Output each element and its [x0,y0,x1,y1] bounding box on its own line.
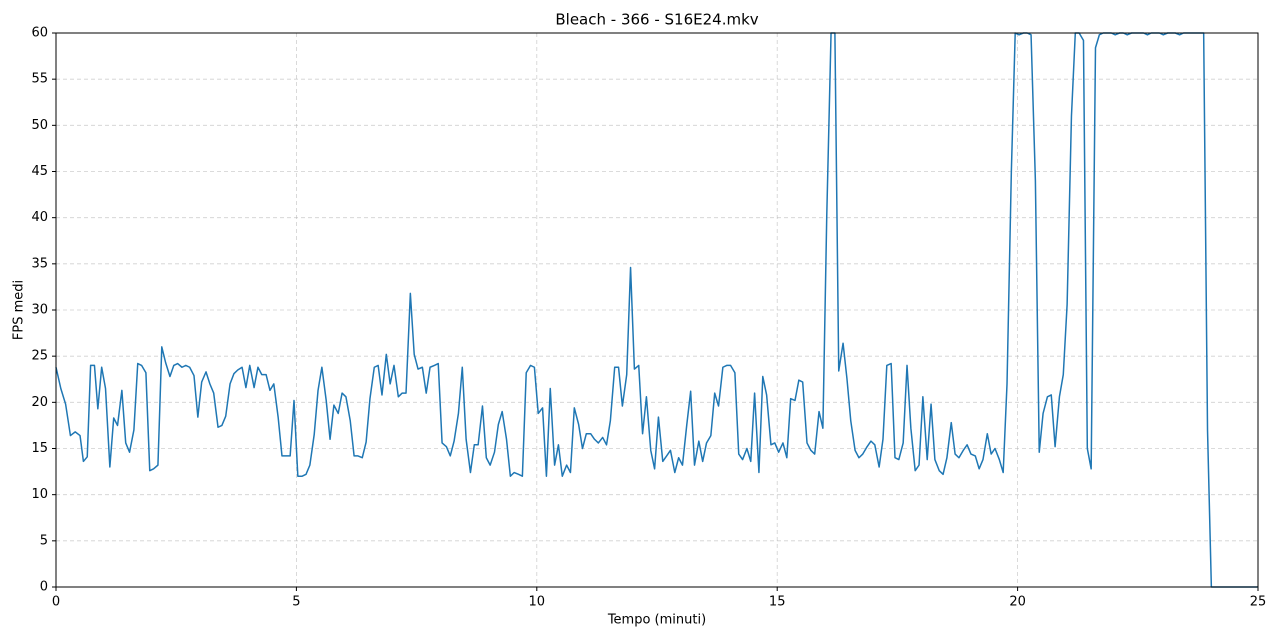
y-tick-label: 0 [40,580,48,595]
x-tick-label: 25 [1250,595,1267,610]
y-tick-label: 25 [31,349,48,364]
y-axis-label: FPS medi [12,280,27,340]
x-axis-label: Tempo (minuti) [607,613,706,628]
x-tick-label: 20 [1009,595,1026,610]
y-tick-label: 5 [40,533,48,548]
y-tick-label: 10 [31,487,48,502]
y-tick-label: 45 [31,164,48,179]
y-tick-label: 15 [31,441,48,456]
x-tick-label: 5 [292,595,300,610]
y-tick-label: 35 [31,256,48,271]
y-tick-label: 30 [31,303,48,318]
plot-frame [55,32,1259,588]
y-tick-label: 50 [31,118,48,133]
y-tick-label: 60 [31,26,48,41]
y-tick-label: 20 [31,395,48,410]
x-tick-label: 15 [769,595,786,610]
data-line [55,32,1258,588]
x-tick-label: 10 [529,595,546,610]
y-tick-label: 40 [31,210,48,225]
x-tick-label: 0 [52,595,60,610]
y-tick-label: 55 [31,72,48,87]
chart-title: Bleach - 366 - S16E24.mkv [555,11,758,29]
